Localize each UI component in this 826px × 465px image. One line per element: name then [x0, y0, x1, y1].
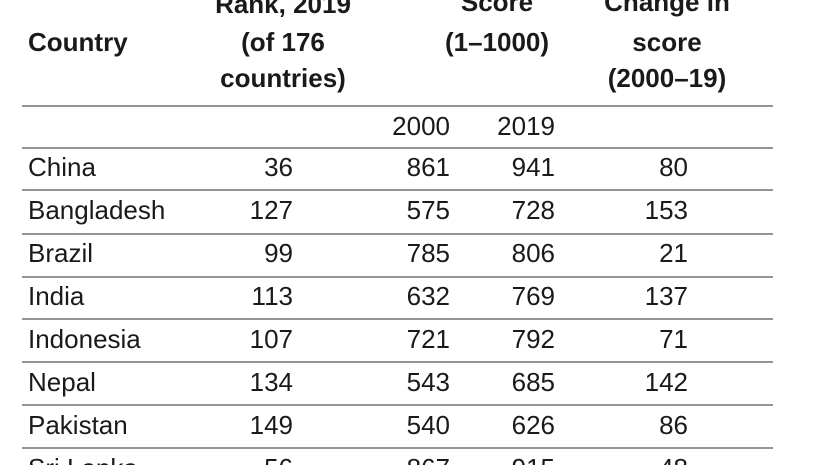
cell-value: 769 — [512, 281, 555, 311]
cell-value: 113 — [252, 281, 293, 311]
cell-value: 21 — [659, 238, 688, 268]
cell-value: 867 — [407, 453, 450, 465]
cell-value: 142 — [645, 367, 688, 397]
country-name: Pakistan — [28, 410, 128, 440]
cell-value: 941 — [512, 152, 555, 182]
country-name: Sri Lanka — [28, 453, 138, 465]
cell-value: 36 — [264, 152, 293, 182]
cell-value: 785 — [407, 238, 450, 268]
cell-value: 56 — [264, 453, 293, 465]
column-header: (1–1000) — [445, 27, 549, 57]
column-header: (of 176 — [241, 27, 325, 57]
country-name: India — [28, 281, 85, 311]
cell-value: 806 — [512, 238, 555, 268]
cell-value: 137 — [645, 281, 688, 311]
cell-value: 915 — [512, 453, 555, 465]
cell-value: 80 — [659, 152, 688, 182]
country-name: Bangladesh — [28, 195, 165, 225]
cell-value: 71 — [659, 324, 688, 354]
country-name: Brazil — [28, 238, 93, 268]
country-name: Nepal — [28, 367, 96, 397]
cell-value: 543 — [407, 367, 450, 397]
cell-value: 728 — [512, 195, 555, 225]
column-header: Country — [28, 27, 128, 57]
column-header: score — [632, 27, 701, 57]
country-name: Indonesia — [28, 324, 141, 354]
cell-value: 107 — [250, 324, 293, 354]
cell-value: 134 — [250, 367, 293, 397]
column-header: countries) — [220, 63, 346, 93]
cell-value: 792 — [512, 324, 555, 354]
cell-value: 575 — [407, 195, 450, 225]
cell-value: 48 — [659, 453, 688, 465]
column-header: Change in — [604, 0, 730, 17]
cell-value: 540 — [407, 410, 450, 440]
cell-value: 127 — [250, 195, 293, 225]
column-header: Score — [461, 0, 533, 17]
column-header: Rank, 2019 — [215, 0, 351, 19]
column-header: (2000–19) — [608, 63, 727, 93]
cell-value: 626 — [512, 410, 555, 440]
year-header: 2000 — [392, 111, 450, 141]
country-name: China — [28, 152, 96, 182]
cell-value: 153 — [645, 195, 688, 225]
cell-value: 685 — [512, 367, 555, 397]
cell-value: 99 — [264, 238, 293, 268]
cell-value: 149 — [250, 410, 293, 440]
year-header: 2019 — [497, 111, 555, 141]
cell-value: 721 — [407, 324, 450, 354]
cell-value: 632 — [407, 281, 450, 311]
cell-value: 86 — [659, 410, 688, 440]
cell-value: 861 — [407, 152, 450, 182]
